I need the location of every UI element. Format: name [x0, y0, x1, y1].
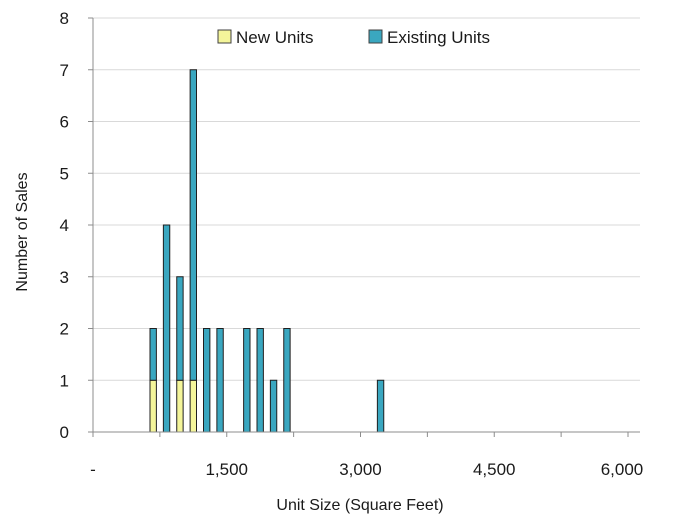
- y-tick-label: 2: [60, 320, 69, 339]
- y-tick-label: 8: [60, 9, 69, 28]
- y-tick-label: 3: [60, 268, 69, 287]
- y-tick-label: 6: [60, 113, 69, 132]
- bar-segment-existing-units: [149, 328, 157, 381]
- y-axis-title: Number of Sales: [14, 172, 31, 291]
- legend-label-new-units: New Units: [236, 28, 313, 47]
- bar-segment-existing-units: [269, 379, 278, 433]
- bar-segment-existing-units: [256, 328, 264, 433]
- y-tick-label: 5: [60, 164, 69, 183]
- bar-segment-existing-units: [243, 328, 251, 433]
- bar-segment-existing-units: [376, 379, 385, 433]
- y-tick-label: 1: [60, 371, 69, 390]
- gridlines: [93, 17, 640, 381]
- x-tick-label: 1,500: [205, 460, 248, 479]
- legend-label-existing-units: Existing Units: [387, 28, 490, 47]
- bar-segment-existing-units: [203, 328, 211, 433]
- x-tick-label: 4,500: [473, 460, 516, 479]
- x-axis-title: Unit Size (Square Feet): [276, 497, 443, 514]
- bar-segment-new-units: [189, 379, 197, 433]
- x-tick-labels: - 1,500 3,000 4,500 6,000: [90, 432, 643, 479]
- bar-segment-existing-units: [216, 328, 224, 433]
- y-tick-label: 4: [60, 216, 69, 235]
- y-tick-labels: 0 1 2 3 4 5 6 7 8: [60, 9, 93, 442]
- bar-segment-new-units: [176, 379, 184, 433]
- bar-segment-new-units: [149, 379, 157, 433]
- legend-swatch-existing-units: [368, 29, 383, 44]
- legend: New Units Existing Units: [217, 28, 490, 47]
- legend-swatch-new-units: [217, 29, 232, 44]
- bar-segment-existing-units: [176, 276, 184, 381]
- y-tick-label: 0: [60, 423, 69, 442]
- bar-segment-existing-units: [189, 69, 197, 381]
- x-tick-label: 3,000: [339, 460, 382, 479]
- x-tick-label: 6,000: [601, 460, 644, 479]
- bars: [149, 69, 385, 433]
- bar-segment-existing-units: [162, 224, 171, 433]
- y-tick-label: 7: [60, 61, 69, 80]
- bar-segment-existing-units: [283, 328, 291, 433]
- x-tick-label: -: [90, 460, 96, 479]
